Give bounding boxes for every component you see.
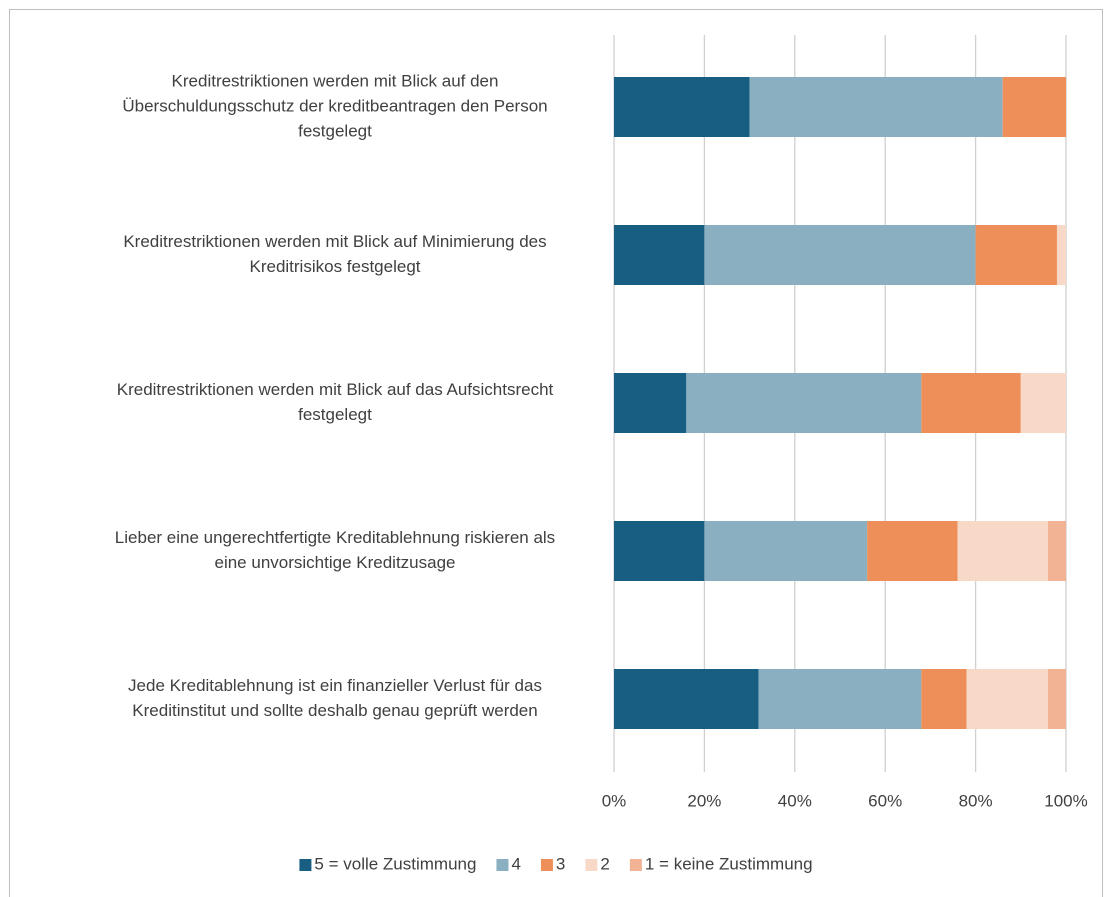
legend-label: 2 [600, 854, 609, 873]
legend-swatch [299, 859, 312, 871]
bar-segment [921, 669, 967, 729]
category-label: Kreditrestriktionen werden mit Blick auf… [172, 71, 499, 90]
x-tick-label: 40% [778, 791, 812, 810]
category-label: festgelegt [298, 405, 372, 424]
bar-segment [921, 373, 1021, 433]
bar-segment [975, 225, 1057, 285]
x-tick-label: 100% [1044, 791, 1087, 810]
x-tick-label: 60% [868, 791, 902, 810]
category-label: Kreditrisikos festgelegt [249, 257, 420, 276]
bar-segment [1047, 669, 1066, 729]
x-tick-label: 20% [687, 791, 721, 810]
legend-label: 4 [511, 854, 520, 873]
legend-swatch [540, 859, 553, 871]
category-label: eine unvorsichtige Kreditzusage [215, 553, 456, 572]
category-label: Jede Kreditablehnung ist ein finanzielle… [128, 676, 542, 695]
chart-frame [9, 9, 1103, 897]
legend-swatch [585, 859, 598, 871]
bar-segment [614, 669, 759, 729]
category-label: Kreditrestriktionen werden mit Blick auf… [123, 232, 546, 251]
legend-label: 1 = keine Zustimmung [645, 854, 813, 873]
bar-segment [614, 225, 705, 285]
bar-segment [1002, 77, 1066, 137]
x-tick-label: 0% [602, 791, 627, 810]
legend-swatch [496, 859, 509, 871]
category-label: festgelegt [298, 121, 372, 140]
bar-segment [749, 77, 1003, 137]
bar-segment [614, 521, 705, 581]
bar-segment [1056, 225, 1066, 285]
legend-label: 3 [556, 854, 565, 873]
bar-segment [614, 373, 687, 433]
bar-segment [957, 521, 1048, 581]
legend-label: 5 = volle Zustimmung [314, 854, 476, 873]
bar-segment [1047, 521, 1066, 581]
category-label: Überschuldungsschutz der kreditbeantrage… [122, 96, 547, 115]
bar-segment [686, 373, 922, 433]
category-label: Kreditinstitut und sollte deshalb genau … [132, 701, 537, 720]
bar-segment [1020, 373, 1066, 433]
bar-segment [704, 225, 976, 285]
bar-segment [704, 521, 868, 581]
bar-segment [614, 77, 750, 137]
category-label: Kreditrestriktionen werden mit Blick auf… [117, 380, 554, 399]
bar-segment [758, 669, 922, 729]
bar-segment [867, 521, 958, 581]
category-label: Lieber eine ungerechtfertigte Kreditable… [115, 528, 555, 547]
x-tick-label: 80% [959, 791, 993, 810]
bar-segment [966, 669, 1048, 729]
legend-swatch [629, 859, 642, 871]
